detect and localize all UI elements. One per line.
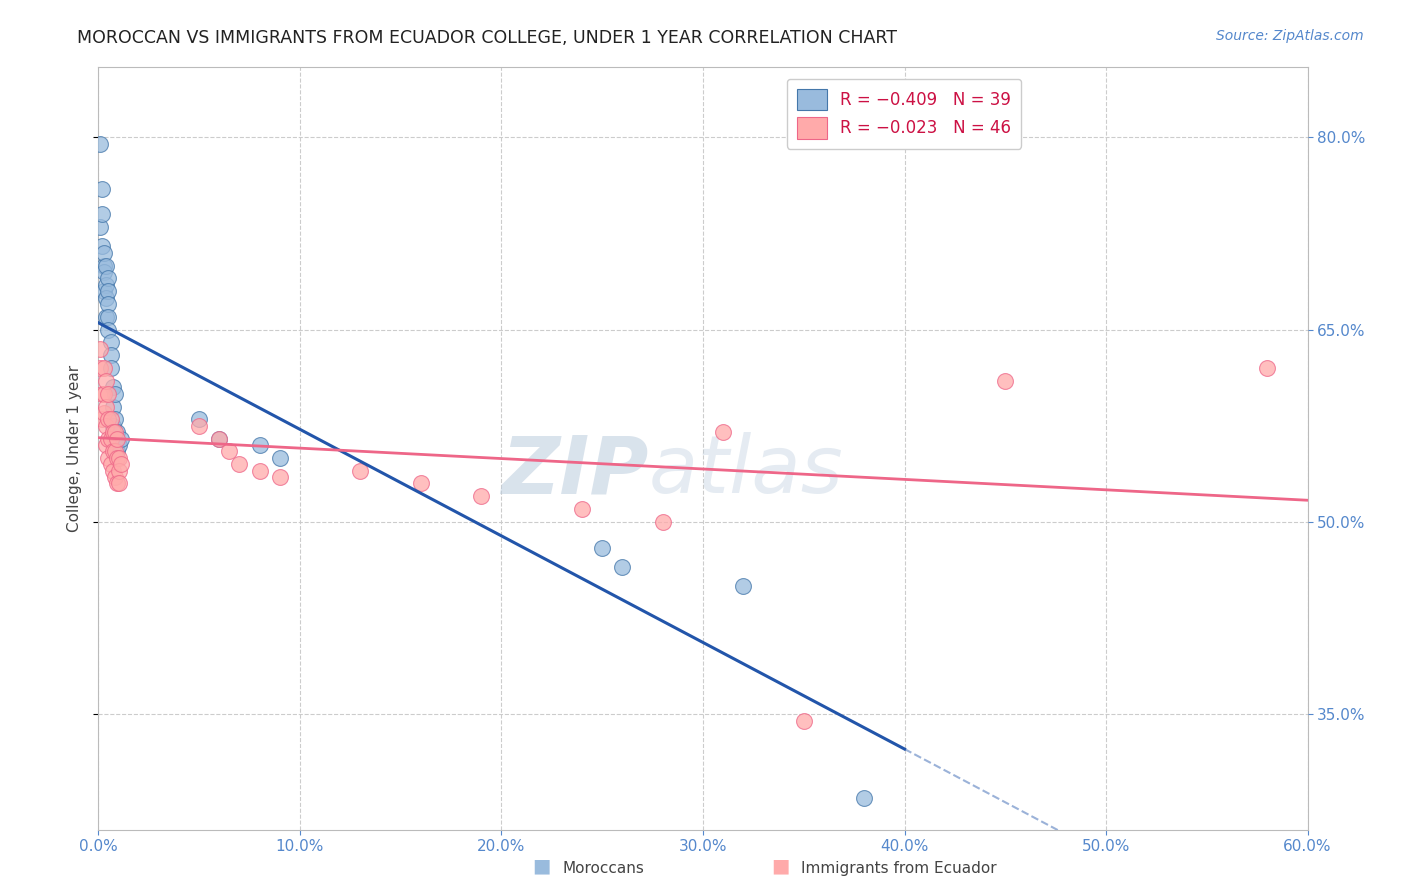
Point [97, 284, 120, 298]
Point [105, 476, 128, 491]
Point [91, 239, 114, 253]
Point [96, 400, 118, 414]
Point [101, 380, 124, 394]
Point [103, 386, 125, 401]
Point [103, 444, 125, 458]
Text: Source: ZipAtlas.com: Source: ZipAtlas.com [1216, 29, 1364, 43]
Point [97, 297, 120, 311]
Point [110, 457, 132, 471]
Point [89, 136, 111, 151]
Point [91, 182, 114, 196]
Point [96, 374, 118, 388]
Point [96, 291, 118, 305]
Point [107, 438, 129, 452]
Point [91, 207, 114, 221]
Point [103, 425, 125, 440]
Point [101, 418, 124, 433]
Point [269, 450, 291, 465]
Point [409, 476, 432, 491]
Point [93, 259, 115, 273]
Point [105, 432, 128, 446]
Point [93, 284, 115, 298]
Point [208, 432, 231, 446]
Point [101, 425, 124, 440]
Y-axis label: College, Under 1 year: College, Under 1 year [67, 365, 83, 532]
Point [105, 444, 128, 458]
Point [100, 335, 122, 350]
Point [651, 515, 673, 529]
Point [97, 323, 120, 337]
Point [100, 457, 122, 471]
Point [107, 476, 129, 491]
Point [100, 432, 122, 446]
Point [97, 412, 120, 426]
Point [105, 425, 128, 440]
Point [103, 432, 125, 446]
Point [711, 425, 734, 440]
Point [101, 400, 124, 414]
Point [89, 220, 111, 235]
Point [100, 361, 122, 376]
Point [105, 450, 128, 465]
Point [97, 310, 120, 324]
Point [249, 438, 271, 452]
Point [93, 265, 115, 279]
Point [853, 790, 876, 805]
Text: Immigrants from Ecuador: Immigrants from Ecuador [801, 861, 997, 876]
Point [218, 444, 240, 458]
Point [96, 277, 118, 292]
Point [571, 502, 593, 516]
Point [188, 418, 211, 433]
Point [93, 245, 115, 260]
Point [349, 464, 371, 478]
Text: ZIP: ZIP [501, 432, 648, 510]
Point [612, 559, 634, 574]
Point [89, 342, 111, 356]
Point [91, 386, 114, 401]
Point [93, 406, 115, 420]
Point [269, 470, 291, 484]
Point [793, 714, 815, 728]
Point [103, 412, 125, 426]
Point [93, 361, 115, 376]
Point [994, 374, 1017, 388]
Point [107, 450, 129, 465]
Point [97, 386, 120, 401]
Point [97, 450, 120, 465]
Point [93, 386, 115, 401]
Point [107, 464, 129, 478]
Text: Moroccans: Moroccans [562, 861, 644, 876]
Point [100, 348, 122, 362]
Point [97, 271, 120, 285]
Point [91, 412, 114, 426]
Point [470, 489, 492, 503]
Point [96, 310, 118, 324]
Point [103, 470, 125, 484]
Point [249, 464, 271, 478]
Point [733, 579, 755, 593]
Point [101, 444, 124, 458]
Point [188, 412, 211, 426]
Point [96, 418, 118, 433]
Point [110, 432, 132, 446]
Point [100, 412, 122, 426]
Point [101, 464, 124, 478]
Legend: R = −0.409   N = 39, R = −0.023   N = 46: R = −0.409 N = 39, R = −0.023 N = 46 [787, 79, 1021, 149]
Text: ■: ■ [531, 857, 551, 876]
Text: ■: ■ [770, 857, 790, 876]
Point [591, 541, 613, 555]
Text: MOROCCAN VS IMMIGRANTS FROM ECUADOR COLLEGE, UNDER 1 YEAR CORRELATION CHART: MOROCCAN VS IMMIGRANTS FROM ECUADOR COLL… [77, 29, 897, 46]
Point [89, 361, 111, 376]
Point [96, 438, 118, 452]
Text: atlas: atlas [648, 432, 844, 510]
Point [96, 259, 118, 273]
Point [97, 432, 120, 446]
Point [208, 432, 231, 446]
Point [1256, 361, 1278, 376]
Point [228, 457, 250, 471]
